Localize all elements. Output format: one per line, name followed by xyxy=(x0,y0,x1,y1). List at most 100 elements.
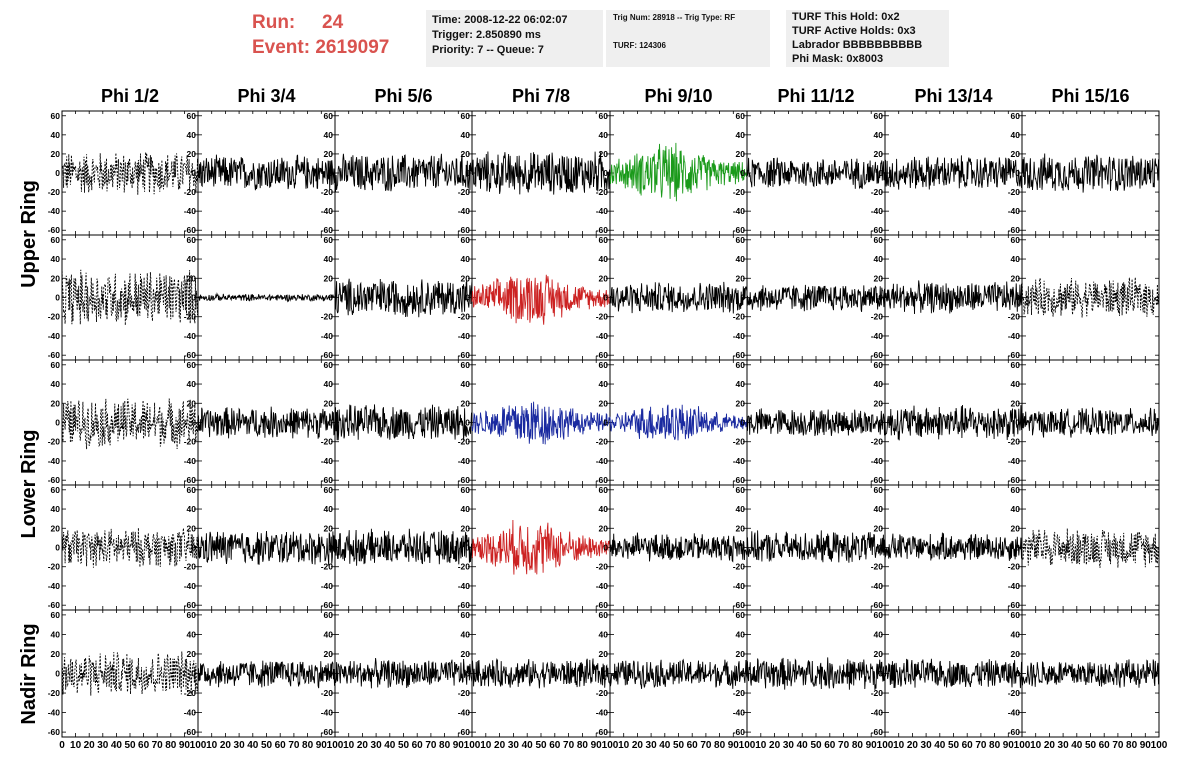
time-info-box: Time: 2008-12-22 06:02:07 Trigger: 2.850… xyxy=(426,10,603,67)
y-tick-label: -40 xyxy=(458,708,471,718)
y-tick-label: 40 xyxy=(736,504,746,514)
y-tick-label: 60 xyxy=(324,360,334,370)
y-tick-label: -60 xyxy=(871,475,884,485)
labrador-text: Labrador BBBBBBBBBB xyxy=(792,39,923,51)
y-tick-label: -40 xyxy=(321,456,334,466)
x-tick-label: 30 xyxy=(371,740,383,751)
y-tick-label: 0 xyxy=(328,418,333,428)
x-tick-label: 20 xyxy=(907,740,919,751)
waveform-trace-r0c2 xyxy=(334,153,473,193)
y-tick-label: 0 xyxy=(603,293,608,303)
y-tick-label: -40 xyxy=(48,206,61,216)
x-tick-label: 60 xyxy=(1099,740,1111,751)
y-tick-label: 40 xyxy=(599,379,609,389)
y-tick-label: -60 xyxy=(458,350,471,360)
y-tick-label: -20 xyxy=(458,562,471,572)
y-tick-label: 0 xyxy=(191,669,196,679)
y-tick-label: -20 xyxy=(1008,688,1021,698)
y-tick-label: 20 xyxy=(51,523,61,533)
x-tick-label: 0 xyxy=(59,740,65,751)
x-tick-label: 60 xyxy=(549,740,561,751)
y-tick-label: -40 xyxy=(733,581,746,591)
run-label: Run: xyxy=(252,12,296,33)
y-tick-label: -20 xyxy=(871,562,884,572)
y-tick-label: 60 xyxy=(874,485,884,495)
x-tick-label: 90 xyxy=(591,740,603,751)
y-tick-label: -20 xyxy=(871,688,884,698)
y-tick-label: 20 xyxy=(1011,398,1021,408)
waveform-trace-r1c1 xyxy=(198,292,336,303)
y-tick-label: 20 xyxy=(1011,273,1021,283)
y-tick-label: 0 xyxy=(740,543,745,553)
y-tick-label: 60 xyxy=(599,111,609,121)
y-tick-label: -20 xyxy=(458,688,471,698)
x-tick-label: 30 xyxy=(97,740,109,751)
y-tick-label: -40 xyxy=(458,581,471,591)
y-tick-label: -20 xyxy=(184,562,197,572)
phi-header-4: Phi 7/8 xyxy=(511,86,571,106)
y-tick-label: -20 xyxy=(871,187,884,197)
y-tick-label: -40 xyxy=(1008,456,1021,466)
waveform-trace-r4c3 xyxy=(471,657,611,689)
y-tick-label: 60 xyxy=(324,111,334,121)
x-tick-label: 10 xyxy=(893,740,905,751)
y-tick-label: -60 xyxy=(1008,350,1021,360)
x-tick-label: 90 xyxy=(179,740,191,751)
y-tick-label: 40 xyxy=(874,130,884,140)
y-tick-label: 20 xyxy=(51,398,61,408)
y-tick-label: -40 xyxy=(871,331,884,341)
y-tick-label: -60 xyxy=(871,600,884,610)
turf-info-box: TURF This Hold: 0x2 TURF Active Holds: 0… xyxy=(786,10,949,67)
turf-text: TURF: 124306 xyxy=(613,41,666,50)
y-tick-label: -60 xyxy=(871,225,884,235)
y-tick-label: 20 xyxy=(736,398,746,408)
waveform-trace-r3c5 xyxy=(746,530,886,563)
y-tick-label: 60 xyxy=(1011,485,1021,495)
y-tick-label: 20 xyxy=(461,523,471,533)
waveform-trace-r4c5 xyxy=(746,657,886,690)
y-tick-label: -20 xyxy=(458,312,471,322)
y-tick-label: 20 xyxy=(187,523,197,533)
y-tick-label: -60 xyxy=(48,600,61,610)
y-tick-label: 20 xyxy=(324,523,334,533)
x-tick-label: 50 xyxy=(810,740,822,751)
y-tick-label: 60 xyxy=(461,610,471,620)
x-tick-label: 10 xyxy=(70,740,82,751)
waveform-trace-r0c0 xyxy=(61,152,199,195)
phi-header-5: Phi 9/10 xyxy=(644,86,713,106)
waveform-trace-r3c2 xyxy=(334,528,473,566)
y-tick-label: -40 xyxy=(1008,206,1021,216)
y-tick-label: 0 xyxy=(55,543,60,553)
y-tick-label: -40 xyxy=(48,708,61,718)
y-tick-label: 40 xyxy=(187,379,197,389)
waveform-trace-r2c5 xyxy=(746,408,886,437)
trig-num-text: Trig Num: 28918 -- Trig Type: RF xyxy=(613,13,736,22)
x-tick-label: 40 xyxy=(797,740,809,751)
y-tick-label: -20 xyxy=(184,187,197,197)
y-tick-label: 60 xyxy=(874,235,884,245)
y-tick-label: 0 xyxy=(328,669,333,679)
x-tick-label: 50 xyxy=(124,740,136,751)
y-tick-label: -20 xyxy=(184,437,197,447)
waveform-trace-r0c3 xyxy=(471,151,611,195)
y-tick-label: 40 xyxy=(599,130,609,140)
y-tick-label: -20 xyxy=(733,437,746,447)
y-tick-label: -20 xyxy=(48,437,61,447)
waveform-trace-r0c7 xyxy=(1021,153,1160,193)
y-tick-label: 40 xyxy=(324,379,334,389)
y-tick-label: 0 xyxy=(1015,418,1020,428)
y-tick-label: -20 xyxy=(871,312,884,322)
y-tick-label: 0 xyxy=(191,418,196,428)
y-tick-label: -20 xyxy=(321,187,334,197)
y-tick-label: 20 xyxy=(874,523,884,533)
y-tick-label: -60 xyxy=(596,727,609,737)
y-tick-label: -20 xyxy=(733,562,746,572)
x-tick-label: 40 xyxy=(659,740,671,751)
y-tick-label: 40 xyxy=(461,504,471,514)
y-tick-label: 0 xyxy=(465,543,470,553)
y-tick-label: -60 xyxy=(184,475,197,485)
x-tick-label: 70 xyxy=(975,740,987,751)
y-tick-label: 60 xyxy=(187,235,197,245)
y-tick-label: 60 xyxy=(736,235,746,245)
x-tick-label: 90 xyxy=(728,740,740,751)
